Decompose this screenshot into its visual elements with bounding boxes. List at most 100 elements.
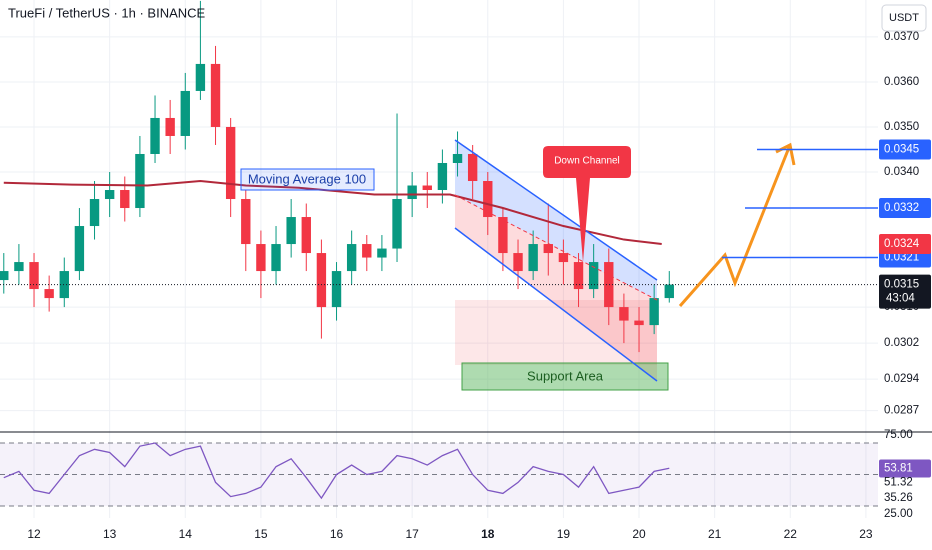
rsi-tick-label: 25.00 [884, 508, 913, 520]
candle-body [29, 262, 39, 290]
candle-body [649, 298, 659, 326]
candle-body [286, 217, 296, 245]
candle-body [392, 199, 402, 249]
x-tick-label: 18 [481, 527, 495, 541]
candle-body [513, 253, 523, 272]
candle-body [301, 217, 311, 254]
level-box [879, 198, 931, 219]
annotations: Support Area Moving Average 100 Down Cha… [240, 139, 878, 383]
channel-label: Down Channel [554, 156, 620, 167]
candle-body [573, 262, 584, 290]
candle-body [528, 244, 538, 272]
candle-body [377, 248, 387, 258]
level-label: 0.0332 [884, 202, 919, 214]
rsi-tick-label: 51.32 [884, 477, 913, 489]
support-area [461, 362, 669, 391]
candle-body [195, 63, 206, 91]
candle-body [59, 271, 69, 299]
rsi-current-label: 53.81 [884, 463, 913, 475]
moving-average [3, 180, 662, 246]
candle-body [210, 63, 221, 127]
candle-body [362, 244, 372, 258]
countdown: 43:04 [886, 293, 915, 305]
channel-bottom [454, 227, 658, 382]
candle-body [256, 244, 266, 272]
level-label: 0.0345 [884, 144, 919, 156]
projection-arrow [678, 144, 792, 307]
candle-body [452, 153, 463, 163]
candle-body [331, 271, 342, 308]
currency: USDT [889, 12, 919, 24]
x-tick-label: 15 [254, 527, 268, 541]
x-tick-label: 16 [330, 527, 344, 541]
candle-body [543, 244, 553, 254]
candle-body [634, 320, 644, 326]
support-label: Support Area [527, 368, 604, 383]
candle-body [604, 262, 614, 308]
rsi-tick-label: 75.00 [884, 429, 913, 441]
channel-top [454, 139, 658, 281]
candle-body [271, 244, 281, 272]
x-tick-label: 12 [27, 527, 41, 541]
ma-price-label: 0.0324 [884, 238, 920, 250]
rsi-current-box [879, 459, 931, 478]
ma-label: Moving Average 100 [248, 171, 366, 186]
candle-body [165, 117, 175, 136]
x-tick-label: 13 [103, 527, 117, 541]
candle-body [407, 185, 417, 200]
y-tick-label: 0.0340 [884, 166, 919, 178]
candle-body [0, 271, 9, 281]
candle-body [498, 217, 508, 254]
candle-body [150, 117, 160, 154]
candle-body [225, 126, 236, 200]
x-tick-label: 17 [405, 527, 419, 541]
marks [0, 0, 878, 500]
candle-body [619, 307, 629, 321]
channel-upper-fill [455, 140, 657, 300]
candle-body [422, 185, 432, 191]
candle-body [89, 199, 100, 227]
x-tick-label: 21 [708, 527, 722, 541]
y-tick-label: 0.0302 [884, 337, 919, 349]
candle-body [316, 253, 327, 308]
last-price-box [879, 274, 931, 309]
x-tick-label: 19 [557, 527, 571, 541]
y-tick-label: 0.0350 [884, 121, 919, 133]
candle-body [437, 162, 448, 191]
x-tick-label: 23 [859, 527, 873, 541]
candle-body [664, 284, 674, 299]
candle-body [346, 244, 357, 272]
candle-body [135, 153, 145, 209]
rsi-band [0, 443, 878, 507]
candle-body [14, 262, 24, 272]
level-label: 0.0321 [884, 252, 919, 264]
x-tick-label: 22 [784, 527, 798, 541]
currency-box [881, 4, 927, 32]
x-tick-label: 14 [179, 527, 193, 541]
y-tick-label: 0.0360 [884, 76, 919, 88]
candle-body [483, 181, 493, 218]
candle-body [558, 253, 569, 263]
rsi-line [3, 442, 670, 500]
ma-label-box [240, 168, 375, 191]
chart-title: TrueFi / TetherUS · 1h · BINANCE [8, 5, 206, 20]
candle-body [74, 226, 85, 272]
channel-callout [543, 146, 631, 262]
candle-body [104, 190, 115, 200]
level-box [879, 139, 931, 160]
candle-body [180, 90, 190, 136]
channel-mid [454, 194, 658, 301]
candle-body [44, 289, 54, 299]
ma-price-box [879, 234, 931, 255]
last-price-label: 0.0315 [884, 279, 919, 291]
y-tick-label: 0.0294 [884, 373, 920, 385]
x-tick-label: 20 [632, 527, 646, 541]
candle-body [588, 262, 599, 290]
candle-body [467, 153, 478, 182]
y-tick-label: 0.0287 [884, 405, 919, 417]
